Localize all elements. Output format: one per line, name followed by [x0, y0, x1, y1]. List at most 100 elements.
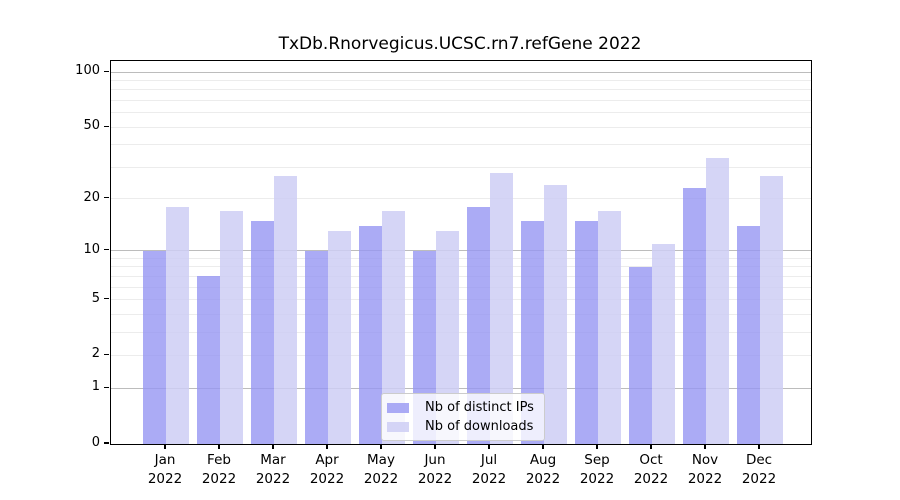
- x-tick-year: 2022: [417, 471, 453, 487]
- y-tick-mark: [104, 125, 109, 127]
- x-tick-mark: [326, 444, 328, 449]
- x-axis-tick-label: Jan 2022: [133, 451, 197, 489]
- x-tick-year: 2022: [741, 471, 777, 487]
- y-tick-mark: [104, 353, 109, 356]
- y-tick-mark: [104, 249, 109, 251]
- x-axis-tick-label: May 2022: [349, 451, 413, 489]
- major-gridline: [111, 250, 811, 252]
- x-tick-month: Sep: [584, 452, 610, 468]
- x-tick-mark: [218, 444, 220, 449]
- x-tick-mark: [272, 444, 274, 449]
- y-tick-mark: [104, 386, 109, 388]
- bar-nb-of-distinct-ips-dec: [737, 225, 760, 444]
- x-tick-month: Oct: [639, 452, 663, 468]
- minor-gridline: [111, 313, 811, 315]
- bar-nb-of-distinct-ips-oct: [629, 266, 652, 444]
- x-tick-mark: [704, 444, 706, 449]
- x-tick-year: 2022: [687, 471, 723, 487]
- bar-nb-of-distinct-ips-jul: [467, 206, 490, 444]
- x-axis-tick-label: Aug 2022: [511, 451, 575, 489]
- x-axis-tick-label: Apr 2022: [295, 451, 359, 489]
- bar-nb-of-downloads-nov: [706, 157, 729, 444]
- y-tick-mark: [104, 70, 109, 72]
- x-tick-year: 2022: [363, 471, 399, 487]
- y-tick-mark: [104, 197, 109, 199]
- plot-area: Nb of distinct IPs Nb of downloads: [110, 60, 812, 445]
- x-tick-mark: [164, 444, 166, 449]
- legend: Nb of distinct IPs Nb of downloads: [381, 393, 545, 441]
- minor-gridline: [111, 257, 811, 259]
- major-gridline: [111, 387, 811, 389]
- y-axis-tick-label: 50: [83, 118, 100, 134]
- bar-nb-of-distinct-ips-feb: [197, 276, 220, 444]
- y-axis-tick-label: 20: [83, 189, 100, 205]
- bar-nb-of-distinct-ips-mar: [251, 220, 274, 444]
- x-tick-month: Nov: [691, 452, 719, 468]
- x-tick-year: 2022: [255, 471, 291, 487]
- x-axis-tick-label: Nov 2022: [673, 451, 737, 489]
- x-tick-mark: [434, 444, 436, 449]
- x-tick-month: May: [367, 452, 395, 468]
- x-axis-tick-label: Dec 2022: [727, 451, 791, 489]
- minor-gridline: [111, 112, 811, 114]
- bar-nb-of-distinct-ips-jan: [143, 250, 166, 444]
- x-tick-year: 2022: [525, 471, 561, 487]
- x-tick-mark: [380, 444, 382, 449]
- bar-nb-of-downloads-apr: [328, 231, 351, 444]
- legend-label-downloads: Nb of downloads: [425, 419, 534, 434]
- x-tick-month: Aug: [529, 452, 557, 468]
- minor-gridline: [111, 331, 811, 333]
- minor-gridline: [111, 299, 811, 301]
- x-axis-tick-label: Jul 2022: [457, 451, 521, 489]
- bar-nb-of-downloads-mar: [274, 175, 297, 444]
- bar-nb-of-distinct-ips-nov: [683, 187, 706, 444]
- bar-nb-of-distinct-ips-sep: [575, 220, 598, 444]
- minor-gridline: [111, 100, 811, 102]
- bar-nb-of-downloads-sep: [598, 211, 621, 444]
- y-axis-tick-label: 10: [83, 241, 100, 257]
- y-tick-mark: [104, 298, 109, 300]
- bar-nb-of-downloads-may: [382, 211, 405, 444]
- bar-nb-of-downloads-oct: [652, 243, 675, 444]
- minor-gridline: [111, 89, 811, 91]
- x-axis-tick-label: Jun 2022: [403, 451, 467, 489]
- x-tick-year: 2022: [579, 471, 615, 487]
- y-axis-tick-label: 100: [75, 63, 100, 79]
- chart-title: TxDb.Rnorvegicus.UCSC.rn7.refGene 2022: [278, 34, 642, 54]
- minor-gridline: [111, 286, 811, 288]
- minor-gridline: [111, 354, 811, 356]
- x-tick-year: 2022: [309, 471, 345, 487]
- y-axis-tick-label: 2: [91, 346, 100, 362]
- x-tick-month: Jul: [480, 452, 498, 468]
- x-tick-mark: [650, 444, 652, 449]
- bar-nb-of-downloads-dec: [760, 175, 783, 444]
- bar-nb-of-downloads-jan: [166, 206, 189, 444]
- major-gridline: [111, 71, 811, 73]
- x-tick-month: Mar: [260, 452, 286, 468]
- x-tick-mark: [488, 444, 490, 449]
- x-tick-mark: [758, 444, 760, 449]
- bar-nb-of-downloads-aug: [544, 184, 567, 444]
- legend-item-distinct-ips: Nb of distinct IPs: [387, 398, 538, 417]
- x-axis-tick-label: Oct 2022: [619, 451, 683, 489]
- minor-gridline: [111, 144, 811, 146]
- minor-gridline: [111, 126, 811, 128]
- bar-nb-of-distinct-ips-aug: [521, 220, 544, 444]
- bar-nb-of-distinct-ips-apr: [305, 250, 328, 444]
- legend-swatch-distinct-ips: [387, 402, 409, 413]
- bar-nb-of-distinct-ips-may: [359, 225, 382, 444]
- x-tick-month: Feb: [207, 452, 231, 468]
- x-tick-year: 2022: [471, 471, 507, 487]
- x-tick-month: Dec: [745, 452, 773, 468]
- minor-gridline: [111, 275, 811, 277]
- minor-gridline: [111, 198, 811, 200]
- legend-label-distinct-ips: Nb of distinct IPs: [425, 400, 534, 415]
- bar-nb-of-downloads-feb: [220, 211, 243, 444]
- x-axis-tick-label: Feb 2022: [187, 451, 251, 489]
- x-tick-mark: [596, 444, 598, 449]
- y-axis-tick-label: 1: [91, 379, 100, 395]
- x-tick-month: Apr: [315, 452, 339, 468]
- y-axis-tick-label: 0: [91, 435, 100, 450]
- minor-gridline: [111, 80, 811, 82]
